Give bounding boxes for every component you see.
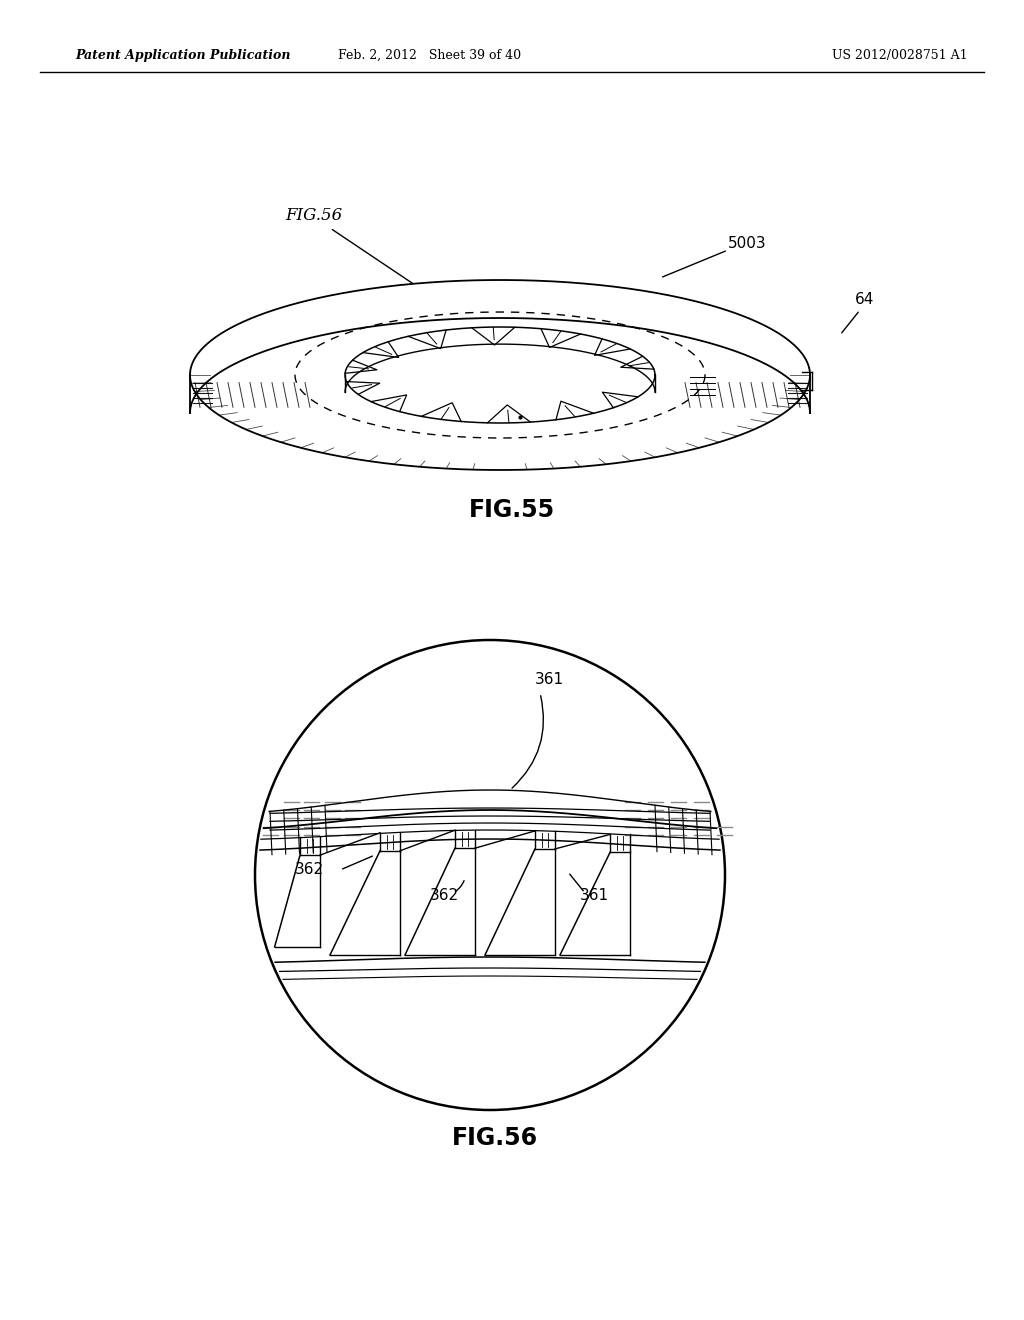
Text: FIG.55: FIG.55 — [469, 498, 555, 521]
Text: Patent Application Publication: Patent Application Publication — [75, 49, 291, 62]
Text: 362: 362 — [295, 862, 325, 878]
Text: 64: 64 — [855, 293, 874, 308]
Text: 361: 361 — [580, 887, 609, 903]
Text: 361: 361 — [535, 672, 564, 688]
Text: FIG.56: FIG.56 — [285, 206, 342, 223]
Text: FIG.56: FIG.56 — [452, 1126, 538, 1150]
Text: 362: 362 — [430, 887, 459, 903]
Text: Feb. 2, 2012   Sheet 39 of 40: Feb. 2, 2012 Sheet 39 of 40 — [339, 49, 521, 62]
Text: US 2012/0028751 A1: US 2012/0028751 A1 — [833, 49, 968, 62]
Text: 5003: 5003 — [728, 235, 767, 251]
